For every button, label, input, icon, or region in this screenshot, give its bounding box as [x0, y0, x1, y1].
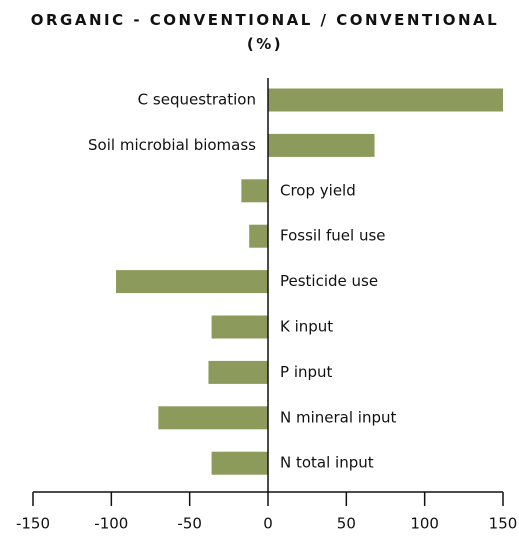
category-label: K input [280, 318, 333, 336]
bar [116, 270, 269, 294]
bar [208, 360, 268, 384]
bar [241, 179, 268, 203]
bar [158, 406, 268, 430]
category-label: Soil microbial biomass [88, 136, 256, 154]
x-tick-label: -150 [16, 515, 50, 533]
category-label: C sequestration [138, 91, 256, 109]
category-label: Fossil fuel use [280, 227, 386, 245]
x-tick-label: 150 [489, 515, 518, 533]
bar [211, 315, 268, 339]
category-label: Pesticide use [280, 272, 378, 290]
bar [211, 451, 268, 475]
chart-title: ORGANIC - CONVENTIONAL / CONVENTIONAL (%… [30, 11, 500, 53]
x-tick-label: 100 [410, 515, 439, 533]
category-label: N mineral input [280, 408, 397, 426]
bar [268, 133, 375, 157]
category-label: N total input [280, 454, 374, 472]
category-label: Crop yield [280, 181, 356, 199]
x-tick-label: -50 [177, 515, 202, 533]
category-label: P input [280, 363, 333, 381]
bar [268, 88, 503, 112]
x-tick-label: 50 [337, 515, 356, 533]
x-tick-label: -100 [94, 515, 128, 533]
bar [249, 224, 268, 248]
x-tick-label: 0 [263, 515, 273, 533]
